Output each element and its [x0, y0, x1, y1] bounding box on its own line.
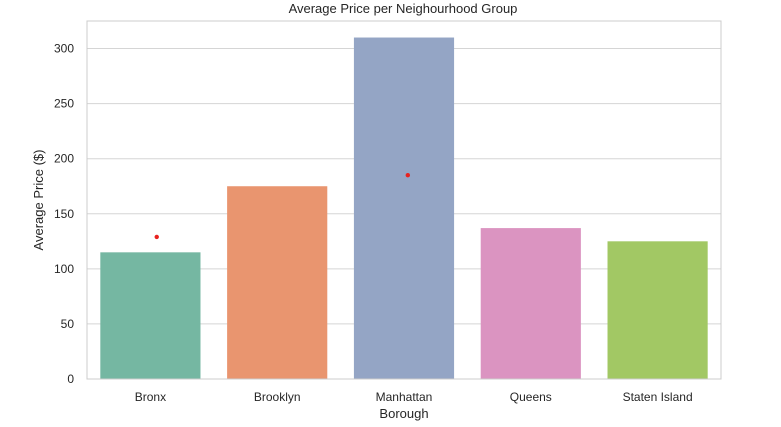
x-tick-queens: Queens — [510, 390, 552, 404]
y-tick-300: 300 — [54, 42, 74, 56]
marker-point-1 — [405, 173, 411, 178]
y-tick-150: 150 — [54, 207, 74, 221]
x-tick-labels: Bronx Brooklyn Manhattan Queens Staten Islan… — [135, 390, 693, 404]
markers — [154, 173, 411, 240]
plot-frame — [86, 20, 722, 380]
y-axis-title: Average Price ($) — [31, 150, 46, 251]
y-tick-labels: 0 50 100 150 200 250 300 — [54, 42, 74, 386]
marker-point-0 — [154, 234, 159, 240]
y-tick-200: 200 — [54, 152, 74, 166]
y-tick-100: 100 — [54, 262, 74, 276]
bars — [100, 37, 708, 380]
x-tick-staten-island: Staten Island — [623, 390, 693, 404]
y-tick-50: 50 — [61, 317, 75, 331]
bar-bronx — [100, 252, 201, 379]
x-axis-title: Borough — [379, 406, 428, 421]
bar-staten-island — [607, 241, 708, 379]
y-tick-250: 250 — [54, 97, 74, 111]
chart-title: Average Price per Neighourhood Group — [289, 1, 518, 16]
x-tick-bronx: Bronx — [135, 390, 166, 404]
bar-brooklyn — [227, 186, 328, 379]
y-tick-0: 0 — [67, 372, 74, 386]
x-tick-manhattan: Manhattan — [376, 390, 433, 404]
bar-queens — [480, 228, 581, 379]
x-tick-brooklyn: Brooklyn — [254, 390, 301, 404]
bar-manhattan — [353, 37, 455, 380]
